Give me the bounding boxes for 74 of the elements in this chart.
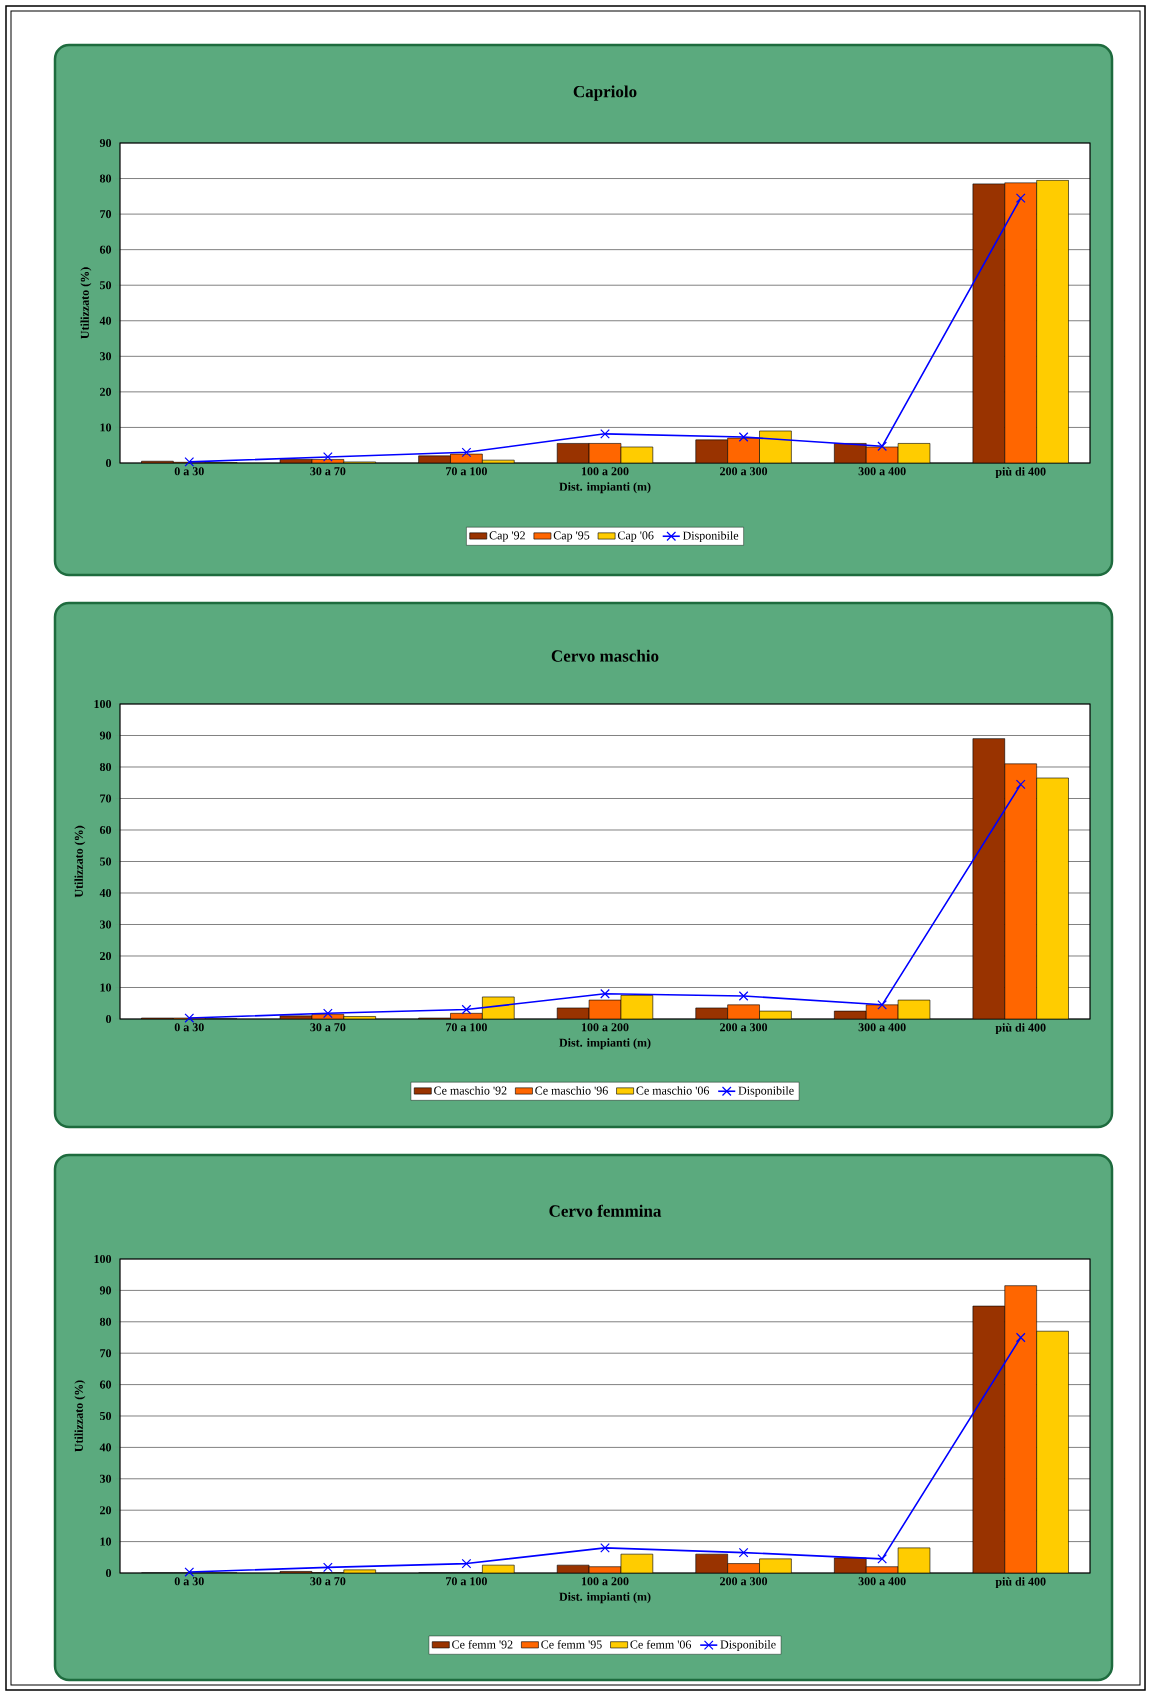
legend-label: Ce maschio '92 <box>434 1086 507 1095</box>
y-axis-title: Utilizzato (%) <box>74 1380 86 1452</box>
legend-label: Disponibile <box>738 1086 794 1098</box>
x-tick-label: 200 a 300 <box>720 467 768 476</box>
x-tick-label: 70 a 100 <box>446 1023 487 1032</box>
y-tick-label: 40 <box>99 316 112 325</box>
legend-label: Ce maschio '96 <box>535 1086 608 1095</box>
y-tick-label: 60 <box>99 245 112 254</box>
y-tick-label: 30 <box>99 920 112 929</box>
y-tick-label: 70 <box>100 210 112 219</box>
x-tick-label: 0 a 30 <box>174 1023 204 1032</box>
y-tick-label: 100 <box>94 1254 112 1264</box>
y-tick-label: 80 <box>99 1317 112 1326</box>
y-tick-label: 20 <box>100 1506 112 1515</box>
x-axis-title: Dist. impianti (m) <box>559 482 651 494</box>
chart-title: Cervo maschio <box>551 649 659 662</box>
x-tick-label: più di 400 <box>995 467 1046 479</box>
y-tick-label: 20 <box>100 951 112 961</box>
legend-label: Disponibile <box>720 1640 776 1651</box>
x-tick-label: 0 a 30 <box>174 467 204 476</box>
x-tick-label: 100 a 200 <box>581 467 629 476</box>
x-tick-label: 70 a 100 <box>446 467 487 476</box>
y-tick-label: 50 <box>100 281 112 290</box>
x-tick-label: più di 400 <box>995 1023 1046 1035</box>
y-tick-label: 10 <box>100 1537 112 1546</box>
x-axis-title: Dist. impianti (m) <box>559 1038 651 1050</box>
y-tick-label: 100 <box>94 699 112 709</box>
y-tick-label: 30 <box>99 352 112 361</box>
y-tick-label: 10 <box>100 423 112 432</box>
y-tick-label: 80 <box>99 762 112 772</box>
legend-label: Ce femm '06 <box>630 1639 692 1649</box>
x-tick-label: 100 a 200 <box>581 1023 629 1032</box>
x-tick-label: 300 a 400 <box>858 467 906 476</box>
y-tick-label: 60 <box>99 825 112 835</box>
x-tick-label: 200 a 300 <box>720 1023 768 1032</box>
y-tick-label: 40 <box>99 1443 112 1452</box>
y-axis-title: Utilizzato (%) <box>74 825 86 898</box>
y-tick-label: 50 <box>100 857 112 866</box>
x-tick-label: 30 a 70 <box>310 1577 346 1586</box>
y-tick-label: 20 <box>100 387 112 396</box>
legend-label: Ce femm '92 <box>452 1639 513 1649</box>
legend-label: Disponibile <box>682 531 739 543</box>
chart-title: Cervo femmina <box>549 1204 662 1217</box>
y-tick-label: 90 <box>99 138 112 148</box>
x-tick-label: 70 a 100 <box>446 1577 487 1586</box>
y-tick-label: 0 <box>105 1014 112 1024</box>
x-tick-label: 0 a 30 <box>174 1577 204 1586</box>
x-tick-label: 300 a 400 <box>858 1023 906 1032</box>
y-tick-label: 90 <box>99 731 112 740</box>
y-tick-label: 70 <box>100 794 112 803</box>
x-tick-label: più di 400 <box>995 1577 1046 1589</box>
x-axis-title: Dist. impianti (m) <box>559 1592 651 1604</box>
y-axis-title: Utilizzato (%) <box>80 267 92 339</box>
x-tick-label: 30 a 70 <box>310 467 346 476</box>
y-tick-label: 40 <box>99 888 112 898</box>
y-tick-label: 10 <box>100 983 112 992</box>
y-tick-label: 0 <box>105 458 112 468</box>
x-tick-label: 100 a 200 <box>581 1577 629 1586</box>
y-tick-label: 60 <box>99 1380 112 1389</box>
chart-title: Capriolo <box>573 85 637 101</box>
y-tick-label: 50 <box>100 1411 112 1421</box>
legend-label: Ce maschio '06 <box>636 1086 710 1095</box>
y-tick-label: 90 <box>99 1286 112 1295</box>
y-tick-label: 0 <box>105 1568 112 1578</box>
legend-label: Cap '95 <box>553 531 590 542</box>
x-tick-label: 200 a 300 <box>720 1577 768 1586</box>
x-tick-label: 300 a 400 <box>858 1577 906 1586</box>
legend-label: Cap '92 <box>489 531 525 542</box>
y-tick-label: 80 <box>99 174 112 183</box>
x-tick-label: 30 a 70 <box>310 1023 346 1032</box>
legend-label: Ce femm '95 <box>541 1639 602 1649</box>
legend-label: Cap '06 <box>617 531 654 542</box>
y-tick-label: 70 <box>100 1349 112 1358</box>
y-tick-label: 30 <box>99 1474 112 1483</box>
